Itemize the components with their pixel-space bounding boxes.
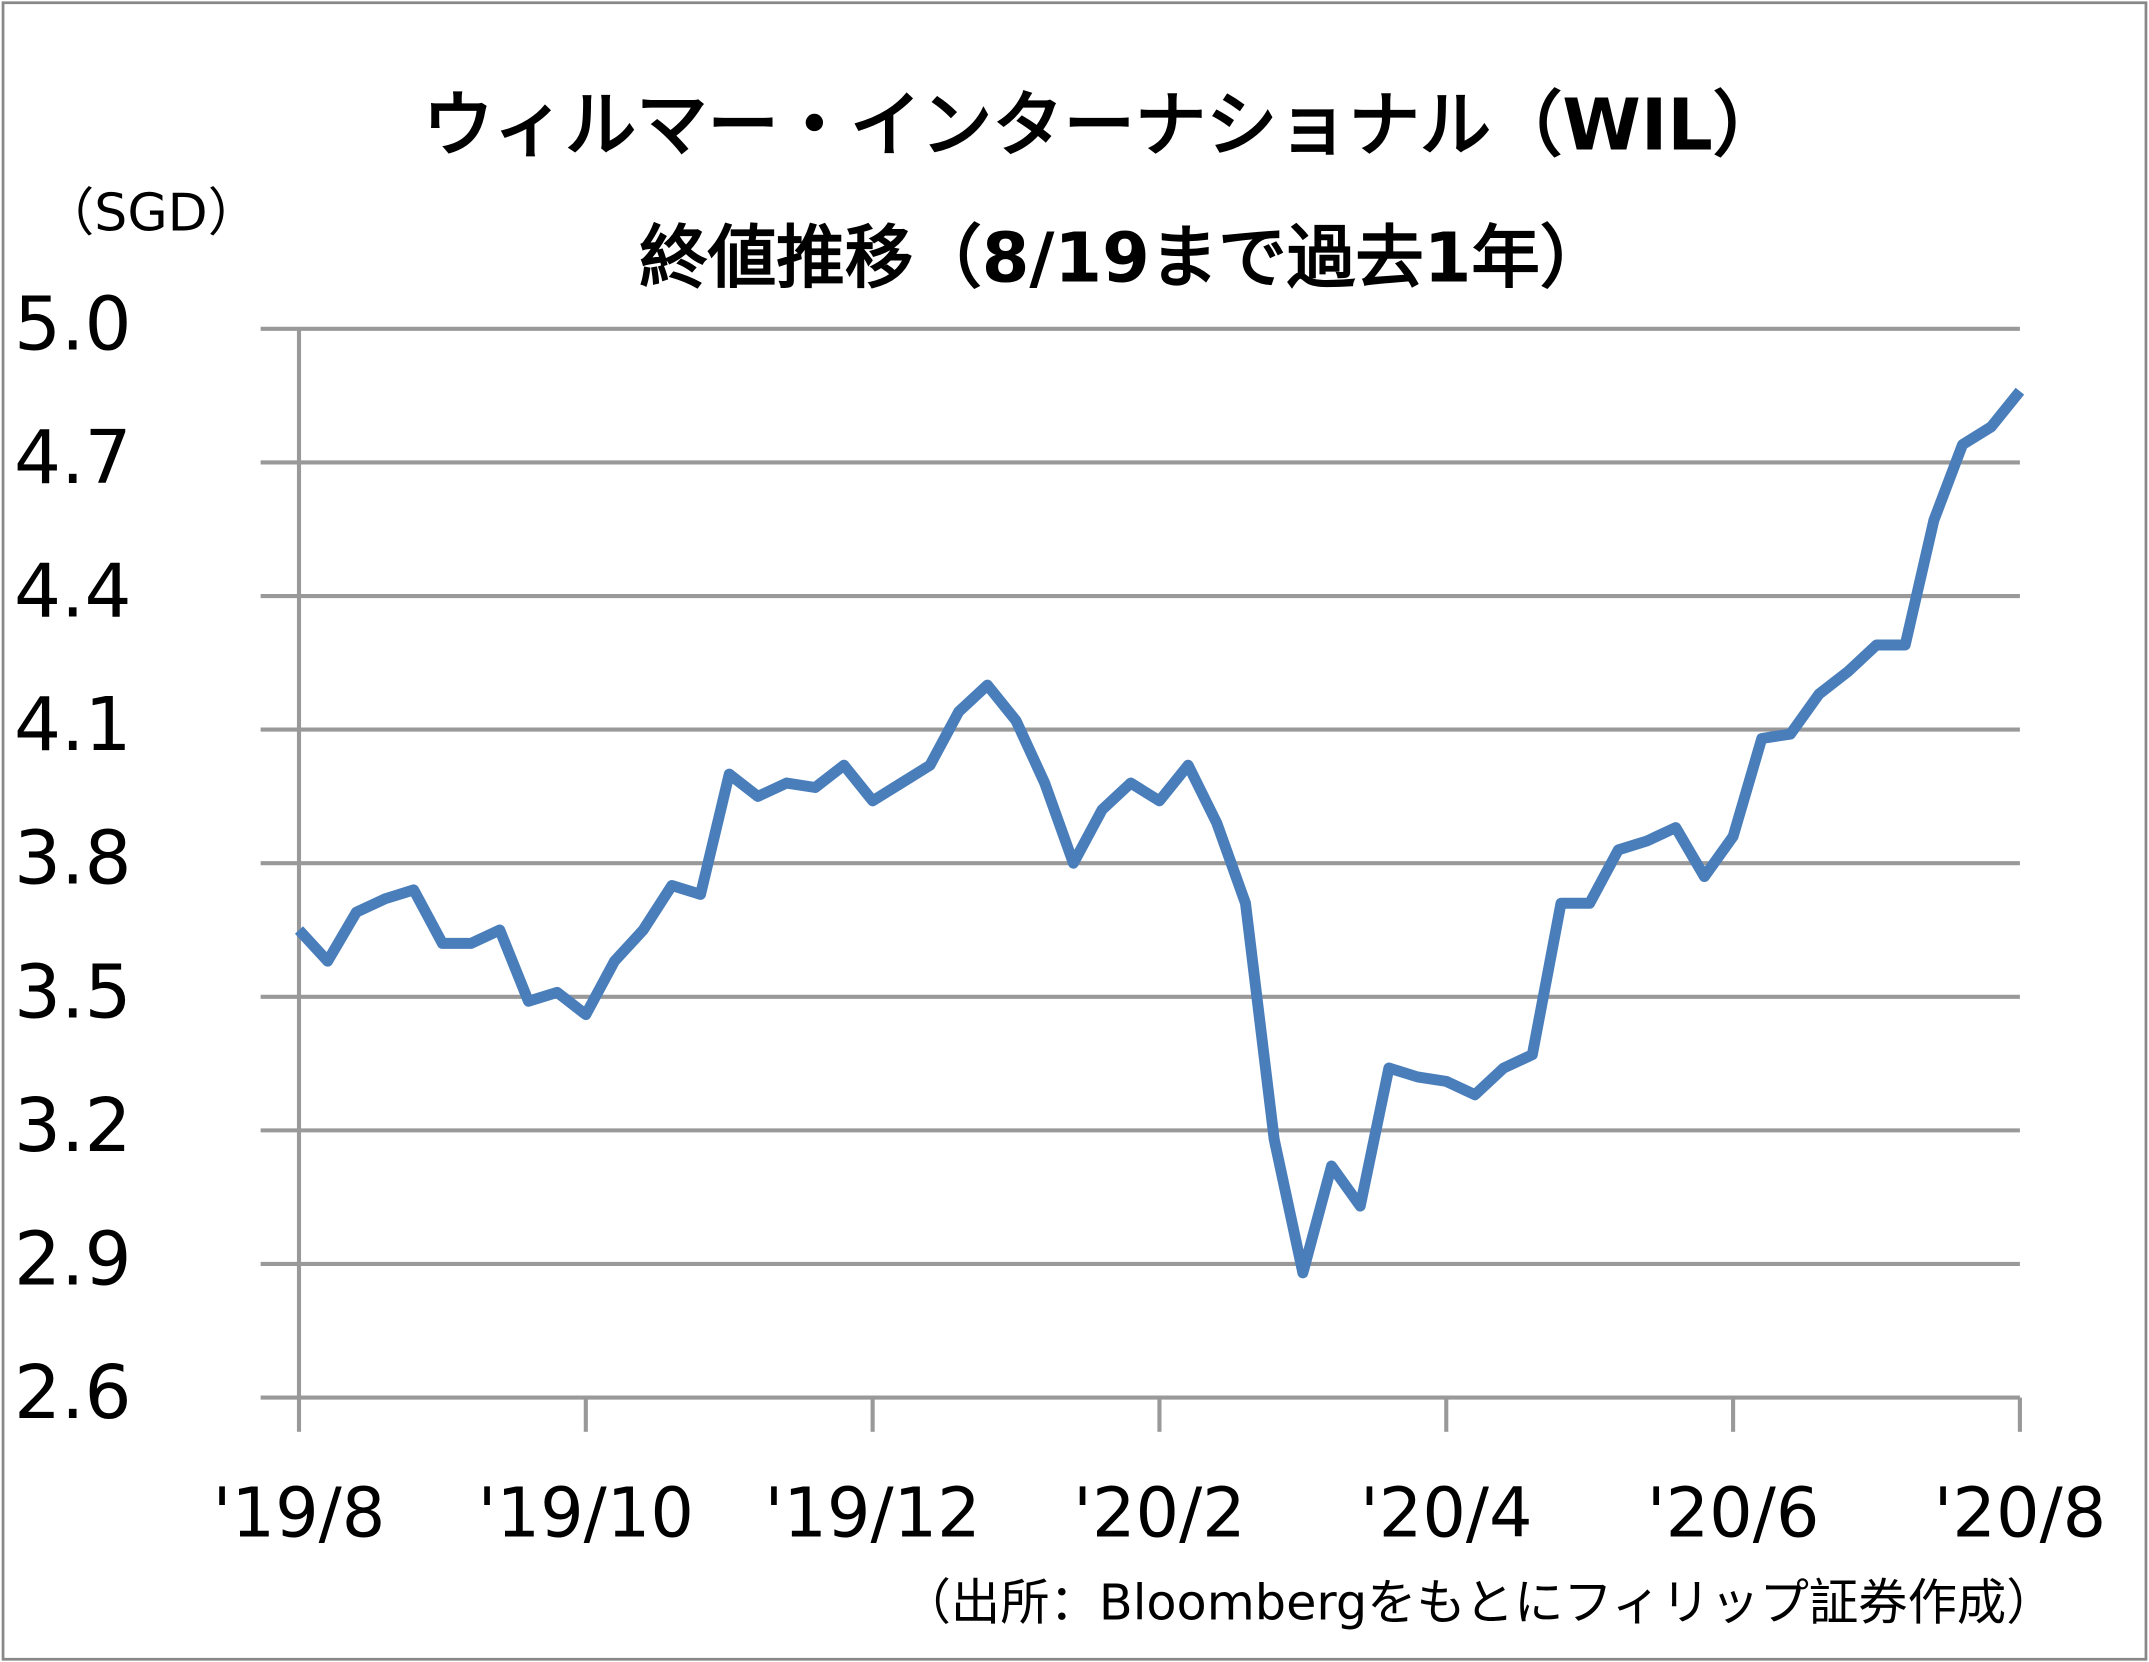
x-tick-label: '20/8 bbox=[1934, 1474, 2107, 1554]
x-tick-label: '19/10 bbox=[478, 1474, 694, 1554]
y-tick-label: 4.4 bbox=[14, 549, 132, 635]
x-tick-label: '20/4 bbox=[1360, 1474, 1533, 1554]
data-line bbox=[294, 387, 2025, 1279]
y-axis-label: （SGD） bbox=[42, 183, 260, 243]
y-tick-label: 3.8 bbox=[14, 816, 132, 902]
x-tick-label: '19/8 bbox=[213, 1474, 386, 1554]
chart-subtitle: 終値推移（8/19まで過去1年） bbox=[639, 219, 1608, 299]
y-tick-label: 2.6 bbox=[14, 1350, 132, 1436]
y-tick-label: 3.5 bbox=[14, 949, 132, 1035]
x-tick-label: '20/6 bbox=[1647, 1474, 1820, 1554]
source-note: （出所：Bloombergをもとにフィリップ証券作成） bbox=[902, 1573, 2056, 1631]
y-tick-label: 2.9 bbox=[14, 1216, 132, 1302]
y-tick-label: 5.0 bbox=[14, 281, 132, 367]
x-tick-label: '20/2 bbox=[1073, 1474, 1246, 1554]
y-tick-label: 4.7 bbox=[14, 415, 132, 501]
chart-title: ウィルマー・インターナショナル（WIL） bbox=[423, 84, 1784, 167]
y-tick-label: 4.1 bbox=[14, 682, 132, 768]
x-tick-label: '19/12 bbox=[765, 1474, 981, 1554]
y-tick-label: 3.2 bbox=[14, 1083, 132, 1169]
